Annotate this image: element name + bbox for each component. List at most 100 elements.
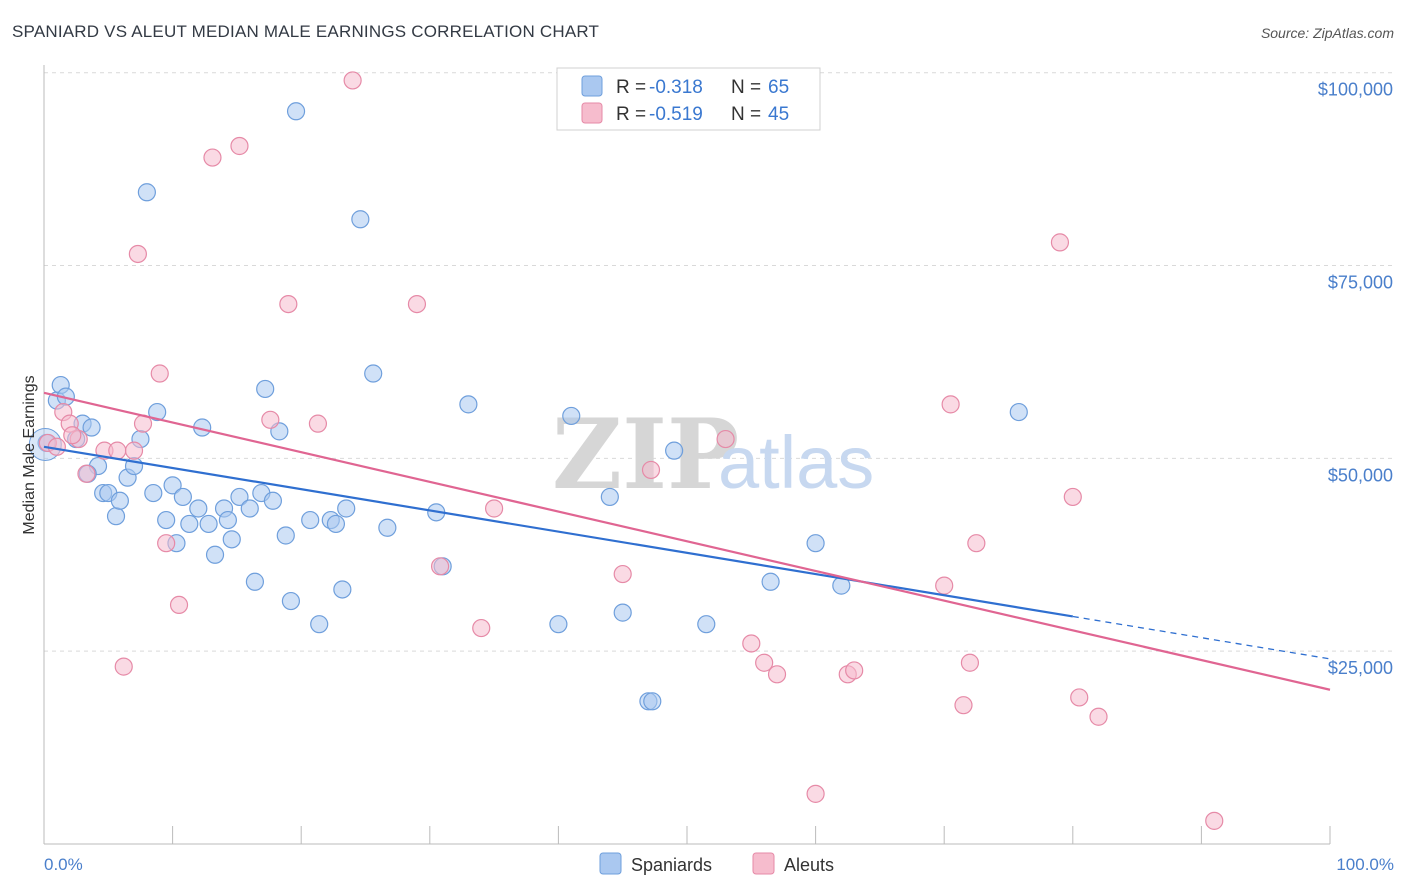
x-tick-label-min: 0.0% (44, 855, 83, 874)
legend-r-value-1: -0.318 (649, 77, 703, 98)
source-credit: Source: ZipAtlas.com (1260, 25, 1394, 41)
aleuts-point-8 (114, 657, 133, 676)
spaniards-point-19 (163, 476, 182, 495)
spaniards-point-17 (148, 402, 167, 422)
aleuts-point-43 (1205, 811, 1224, 830)
aleuts-point-31 (806, 784, 825, 803)
spaniards-points (28, 102, 1028, 711)
spaniards-point-22 (180, 514, 199, 534)
spaniards-point-48 (378, 518, 397, 537)
aleuts-point-34 (935, 576, 954, 595)
spaniards-point-43 (326, 514, 346, 534)
spaniards-point-32 (245, 572, 265, 591)
spaniards-point-57 (643, 692, 662, 711)
spaniards-point-15 (137, 183, 156, 202)
aleuts-point-16 (230, 136, 249, 156)
chart-title: SPANIARD VS ALEUT MEDIAN MALE EARNINGS C… (12, 22, 600, 41)
spaniards-point-46 (351, 210, 370, 229)
aleuts-point-9 (124, 441, 144, 460)
aleuts-point-35 (941, 395, 960, 414)
spaniards-point-31 (240, 499, 259, 518)
correlation-legend: R = -0.318 N = 65 R = -0.519 N = 45 (556, 67, 821, 131)
spaniards-point-25 (199, 514, 218, 534)
spaniards-point-29 (222, 530, 241, 549)
legend-n-value-1: 65 (768, 77, 789, 98)
aleuts-point-25 (613, 564, 632, 584)
spaniards-point-47 (364, 364, 383, 383)
legend-n-label-1: N = (731, 77, 761, 98)
spaniards-point-11 (110, 491, 129, 510)
trend-lines (43, 391, 1331, 691)
legend-swatch-aleuts (581, 102, 603, 124)
aleuts-point-39 (1050, 233, 1070, 252)
spaniards-point-52 (549, 615, 568, 634)
legend-n-label-2: N = (731, 104, 761, 125)
aleuts-point-13 (157, 534, 176, 553)
spaniards-point-51 (459, 395, 478, 414)
spaniards-point-45 (337, 499, 356, 518)
aleuts-point-15 (203, 148, 222, 167)
spaniards-point-55 (613, 603, 632, 622)
aleuts-point-7 (108, 441, 127, 460)
aleuts-point-12 (150, 364, 169, 383)
y-tick-label-1: $50,000 (1328, 465, 1393, 485)
aleuts-point-26 (641, 460, 661, 480)
y-tick-label-2: $75,000 (1328, 273, 1393, 293)
aleuts-point-20 (343, 71, 362, 90)
bottom-legend-label-spaniards: Spaniards (631, 855, 712, 875)
bottom-legend-label-aleuts: Aleuts (784, 855, 834, 875)
spaniards-point-40 (301, 510, 320, 530)
spaniards-point-44 (333, 580, 352, 599)
y-tick-label-0: $25,000 (1328, 658, 1393, 678)
spaniards-point-58 (665, 441, 684, 460)
spaniards-point-18 (157, 510, 176, 530)
spaniards-point-23 (189, 499, 208, 518)
spaniards-point-53 (562, 406, 581, 426)
axes (43, 65, 1331, 845)
aleuts-point-1 (47, 437, 66, 456)
spaniards-point-41 (310, 615, 329, 634)
grid-lines (44, 72, 1394, 652)
x-tick-label-max: 100.0% (1336, 855, 1394, 874)
aleuts-point-27 (716, 429, 735, 449)
watermark-zip: ZIP (552, 398, 739, 511)
spaniards-point-10 (106, 507, 126, 526)
spaniards-point-39 (286, 102, 306, 121)
aleuts-trend-line (43, 391, 1331, 691)
aleuts-point-37 (960, 653, 980, 672)
legend-swatch-spaniards (581, 75, 603, 97)
aleuts-point-44 (63, 426, 82, 445)
spaniards-point-38 (281, 591, 301, 611)
aleuts-point-29 (755, 653, 774, 672)
aleuts-point-18 (279, 294, 298, 314)
aleuts-point-10 (128, 244, 147, 264)
aleuts-point-40 (1063, 487, 1082, 507)
spaniards-point-30 (230, 487, 249, 507)
aleuts-point-30 (767, 665, 787, 684)
aleuts-points (38, 71, 1224, 830)
aleuts-point-42 (1089, 707, 1108, 726)
spaniards-trend-extension (1072, 615, 1331, 660)
aleuts-point-5 (77, 464, 96, 483)
aleuts-point-23 (472, 618, 491, 638)
bottom-legend-swatch-aleuts (752, 852, 775, 875)
aleuts-point-41 (1070, 688, 1089, 707)
series-legend: Spaniards Aleuts (599, 852, 834, 875)
bottom-legend-swatch-spaniards (599, 852, 622, 875)
spaniards-trend-line (43, 445, 1073, 618)
aleuts-point-22 (430, 557, 450, 576)
aleuts-point-38 (967, 534, 986, 553)
aleuts-point-24 (485, 499, 504, 518)
legend-r-value-2: -0.519 (649, 104, 703, 125)
spaniards-point-59 (697, 615, 716, 634)
aleuts-point-33 (845, 661, 864, 680)
aleuts-point-36 (954, 696, 973, 715)
legend-r-label-2: R = (616, 104, 646, 125)
spaniards-point-37 (276, 526, 295, 545)
spaniards-point-61 (806, 534, 825, 553)
spaniards-point-54 (600, 487, 619, 507)
legend-r-label-1: R = (616, 77, 646, 98)
spaniards-point-21 (173, 487, 192, 507)
y-axis-label: Median Male Earnings (21, 375, 38, 534)
spaniards-point-62 (1009, 402, 1028, 422)
